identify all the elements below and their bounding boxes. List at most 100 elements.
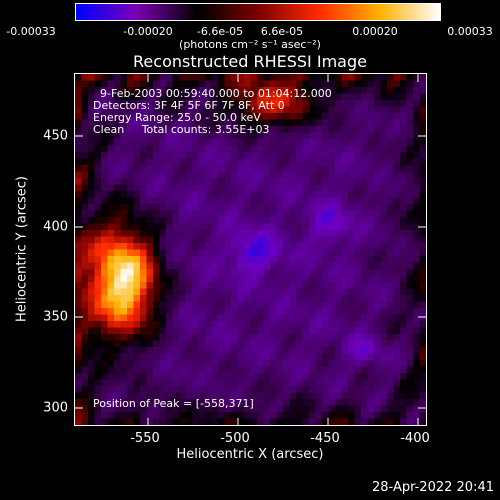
- heatmap-cell: [270, 334, 277, 341]
- heatmap-cell: [205, 100, 212, 107]
- heatmap-cell: [302, 197, 310, 205]
- heatmap-cell: [289, 126, 297, 133]
- heatmap-cell: [81, 269, 89, 276]
- heatmap-cell: [361, 418, 368, 425]
- heatmap-cell: [263, 405, 271, 413]
- heatmap-cell: [120, 119, 128, 127]
- heatmap-cell: [120, 158, 128, 166]
- heatmap-cell: [367, 236, 375, 244]
- heatmap-cell: [94, 210, 102, 218]
- heatmap-cell: [133, 295, 141, 302]
- heatmap-cell: [205, 197, 212, 205]
- heatmap-cell: [237, 262, 245, 270]
- heatmap-cell: [302, 204, 310, 211]
- heatmap-cell: [276, 327, 284, 335]
- heatmap-cell: [120, 301, 128, 309]
- heatmap-cell: [380, 321, 388, 328]
- heatmap-cell: [276, 132, 284, 140]
- heatmap-cell: [114, 308, 121, 315]
- heatmap-cell: [140, 256, 147, 263]
- heatmap-cell: [302, 87, 310, 94]
- heatmap-cell: [413, 262, 420, 270]
- heatmap-cell: [94, 204, 102, 211]
- heatmap-cell: [354, 295, 362, 302]
- heatmap-cell: [81, 236, 89, 244]
- heatmap-cell: [88, 165, 95, 172]
- heatmap-cell: [400, 165, 407, 172]
- heatmap-cell: [133, 113, 141, 120]
- heatmap-cell: [185, 126, 193, 133]
- heatmap-cell: [146, 269, 154, 276]
- heatmap-cell: [406, 334, 414, 341]
- heatmap-cell: [114, 288, 121, 296]
- heatmap-cell: [133, 184, 141, 192]
- heatmap-cell: [270, 152, 277, 159]
- heatmap-cell: [231, 327, 238, 335]
- heatmap-cell: [276, 249, 284, 257]
- heatmap-cell: [257, 113, 264, 120]
- heatmap-cell: [179, 269, 186, 276]
- heatmap-cell: [88, 223, 95, 231]
- heatmap-cell: [354, 87, 362, 94]
- heatmap-cell: [172, 262, 180, 270]
- heatmap-cell: [361, 282, 368, 289]
- heatmap-cell: [101, 327, 108, 335]
- heatmap-cell: [192, 217, 199, 224]
- heatmap-cell: [127, 80, 134, 88]
- heatmap-cell: [159, 171, 167, 179]
- heatmap-cell: [406, 360, 414, 367]
- heatmap-cell: [380, 74, 388, 81]
- heatmap-cell: [341, 178, 349, 185]
- heatmap-cell: [114, 236, 121, 244]
- heatmap-cell: [120, 353, 128, 361]
- heatmap-cell: [94, 327, 102, 335]
- heatmap-cell: [224, 327, 232, 335]
- heatmap-cell: [361, 243, 368, 250]
- heatmap-cell: [185, 360, 193, 367]
- heatmap-cell: [309, 93, 316, 101]
- heatmap-cell: [354, 353, 362, 361]
- heatmap-cell: [211, 340, 219, 348]
- heatmap-cell: [179, 379, 186, 387]
- heatmap-cell: [341, 340, 349, 348]
- heatmap-cell: [302, 256, 310, 263]
- heatmap-cell: [257, 295, 264, 302]
- heatmap-cell: [296, 360, 303, 367]
- heatmap-cell: [354, 223, 362, 231]
- heatmap-cell: [400, 152, 407, 159]
- heatmap-cell: [159, 106, 167, 114]
- heatmap-cell: [380, 347, 388, 354]
- heatmap-cell: [88, 191, 95, 198]
- heatmap-cell: [283, 236, 290, 244]
- heatmap-cell: [393, 288, 401, 296]
- heatmap-cell: [335, 236, 342, 244]
- heatmap-cell: [257, 126, 264, 133]
- heatmap-cell: [75, 418, 82, 425]
- heatmap-cell: [94, 126, 102, 133]
- heatmap-cell: [348, 87, 355, 94]
- heatmap-cell: [257, 412, 264, 419]
- heatmap-cell: [341, 145, 349, 153]
- heatmap-cell: [231, 217, 238, 224]
- heatmap-cell: [296, 106, 303, 114]
- heatmap-cell: [270, 269, 277, 276]
- heatmap-cell: [276, 80, 284, 88]
- heatmap-cell: [380, 334, 388, 341]
- heatmap-cell: [270, 314, 277, 322]
- heatmap-cell: [192, 399, 199, 406]
- heatmap-cell: [179, 100, 186, 107]
- heatmap-cell: [341, 197, 349, 205]
- heatmap-cell: [354, 184, 362, 192]
- heatmap-cell: [114, 171, 121, 179]
- heatmap-cell: [185, 217, 193, 224]
- heatmap-cell: [380, 126, 388, 133]
- heatmap-cell: [101, 412, 108, 419]
- heatmap-cell: [120, 418, 128, 425]
- heatmap-cell: [419, 340, 426, 348]
- heatmap-cell: [185, 204, 193, 211]
- heatmap-cell: [101, 366, 108, 374]
- heatmap-cell: [140, 139, 147, 146]
- heatmap-cell: [309, 139, 316, 146]
- heatmap-cell: [172, 145, 180, 153]
